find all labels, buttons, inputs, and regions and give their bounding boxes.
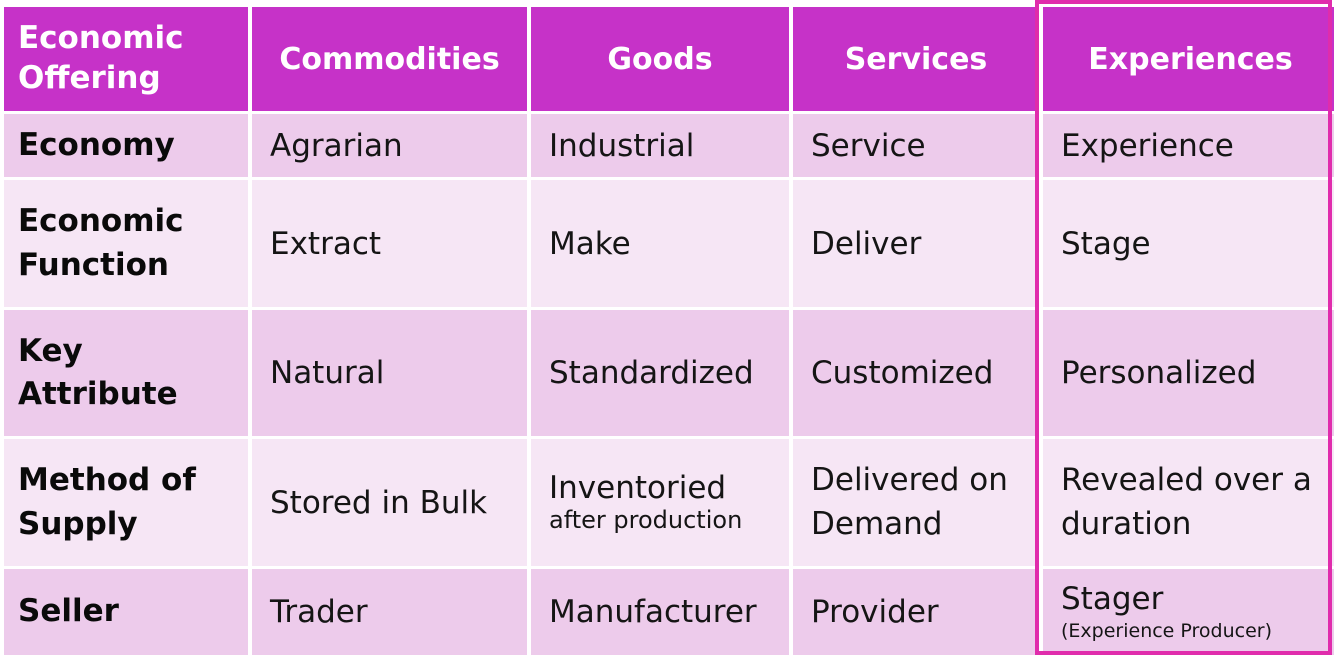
header-economic-offering: Economic Offering [4,7,248,111]
cell-goods-supply: Inventoried after production [531,439,789,566]
cell-services-seller: Provider [793,568,1039,655]
cell-commodities-economy: Agrarian [252,114,527,178]
row-label-line2: Attribute [18,376,178,413]
cell-goods-attribute: Standardized [531,309,789,437]
cell-commodities-attribute: Natural [252,309,527,437]
cell-services-supply: Delivered on Demand [793,439,1039,566]
row-label-line1: Economic [18,203,184,240]
table-row-economic-function: Economic Function Extract Make Deliver S… [4,180,1334,307]
cell-experiences-supply: Revealed over a duration [1043,439,1334,566]
header-experiences: Experiences [1043,7,1334,111]
row-label-economy: Economy [4,114,248,178]
cell-goods-seller: Manufacturer [531,568,789,655]
table-row-key-attribute: Key Attribute Natural Standardized Custo… [4,309,1334,437]
experiences-seller-note: (Experience Producer) [1061,619,1273,642]
row-label-method-of-supply: Method of Supply [4,439,248,566]
header-services: Services [793,7,1039,111]
cell-commodities-seller: Trader [252,568,527,655]
economic-offerings-table: Economic Offering Commodities Goods Serv… [0,4,1334,658]
cell-commodities-function: Extract [252,180,527,307]
row-label-line1: Key [18,332,83,369]
goods-supply-main: Inventoried [549,469,727,506]
goods-supply-note: after production [549,506,743,535]
table-row-seller: Seller Trader Manufacturer Provider Stag… [4,568,1334,655]
cell-goods-function: Make [531,180,789,307]
cell-experiences-seller: Stager (Experience Producer) [1043,568,1334,655]
header-goods: Goods [531,7,789,111]
cell-experiences-attribute: Personalized [1043,309,1334,437]
cell-experiences-economy: Experience [1043,114,1334,178]
cell-services-function: Deliver [793,180,1039,307]
row-label-line1: Method of [18,462,196,499]
table-row-economy: Economy Agrarian Industrial Service Expe… [4,114,1334,178]
cell-services-attribute: Customized [793,309,1039,437]
cell-commodities-supply: Stored in Bulk [252,439,527,566]
row-label-line2: Supply [18,505,138,542]
header-commodities: Commodities [252,7,527,111]
header-row: Economic Offering Commodities Goods Serv… [4,7,1334,111]
header-offering-line1: Economic [18,20,184,57]
row-label-line2: Function [18,246,169,283]
header-offering-line2: Offering [18,60,161,96]
table-row-method-of-supply: Method of Supply Stored in Bulk Inventor… [4,439,1334,566]
row-label-economic-function: Economic Function [4,180,248,307]
row-label-seller: Seller [4,568,248,655]
cell-services-economy: Service [793,114,1039,178]
experiences-seller-main: Stager [1061,581,1164,618]
cell-experiences-function: Stage [1043,180,1334,307]
cell-goods-economy: Industrial [531,114,789,178]
row-label-key-attribute: Key Attribute [4,309,248,437]
